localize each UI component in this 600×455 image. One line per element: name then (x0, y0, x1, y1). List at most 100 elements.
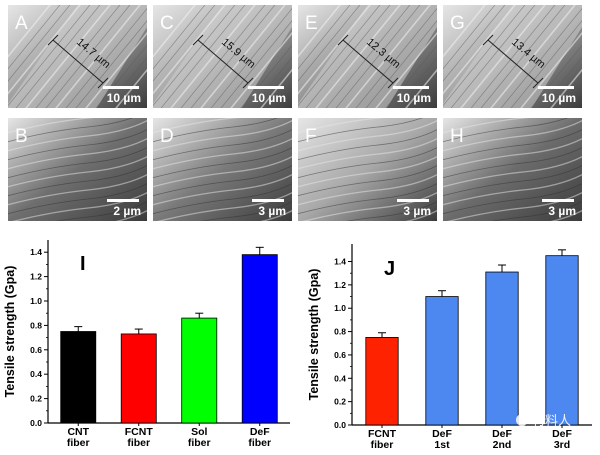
y-tick-label: 1.4 (30, 247, 42, 257)
sem-panel-b: B 2 µm (8, 118, 147, 221)
bar-2 (181, 317, 218, 424)
sem-panel-h: H 3 µm (443, 118, 582, 221)
bar-1 (120, 333, 157, 424)
y-tick-label: 0.6 (30, 345, 42, 355)
panel-letter: H (450, 126, 464, 147)
x-category-label: CNT (67, 426, 89, 438)
y-tick-label: 1.0 (30, 296, 42, 306)
sem-image-background (443, 118, 582, 221)
bar-1 (425, 296, 459, 426)
y-axis-title: Tensile strength (Gpa) (307, 269, 321, 401)
y-tick-label: 1.2 (334, 280, 346, 290)
x-category-label: fiber (188, 437, 211, 449)
scale-bar-label: 2 µm (113, 204, 141, 218)
sem-image-background (8, 118, 147, 221)
y-tick-label: 0.8 (30, 320, 42, 330)
scale-bar (538, 86, 574, 89)
x-category-label: Sol (191, 426, 207, 438)
sem-panel-d: D 3 µm (153, 118, 292, 221)
fiber-texture (298, 118, 437, 221)
scale-bar (397, 199, 429, 202)
x-category-label: fiber (127, 437, 150, 449)
x-category-label: DeF (432, 428, 452, 440)
panel-letter: B (15, 126, 28, 147)
y-tick-label: 0.0 (334, 420, 346, 430)
fiber-texture (443, 5, 582, 108)
y-tick-label: 1.0 (334, 303, 346, 313)
scale-bar-label: 3 µm (403, 204, 431, 218)
y-tick-label: 0.2 (334, 397, 346, 407)
fiber-texture (153, 5, 292, 108)
scale-bar-label: 3 µm (548, 204, 576, 218)
chart-panel-letter: J (384, 258, 395, 280)
bar-chart: Tensile strength (Gpa) 0.0 0.2 0.4 0.6 0.8 1.0… (307, 244, 592, 451)
diameter-line (197, 39, 249, 84)
sem-panel-f: F 3 µm (298, 118, 437, 221)
fiber-texture (443, 118, 582, 221)
diameter-line (342, 39, 394, 84)
x-category-label: fiber (248, 437, 271, 449)
diameter-line (487, 39, 539, 84)
scale-bar (107, 199, 139, 202)
y-tick-label: 0.0 (30, 418, 42, 428)
y-tick-label: 1.2 (30, 272, 42, 282)
x-category-label: 1st (434, 439, 450, 451)
panel-letter: F (305, 126, 317, 147)
x-category-label: DeF (552, 428, 572, 440)
bar-2 (485, 271, 519, 426)
scale-bar (248, 86, 284, 89)
y-tick-label: 0.8 (334, 327, 346, 337)
scale-bar-label: 10 µm (107, 91, 141, 105)
panel-letter: E (305, 13, 318, 34)
scale-bar-label: 10 µm (542, 91, 576, 105)
y-axis-title: Tensile strength (Gpa) (3, 266, 17, 398)
scale-bar (542, 199, 574, 202)
scale-bar-label: 10 µm (397, 91, 431, 105)
y-tick-label: 1.4 (334, 257, 346, 267)
scale-bar-label: 3 µm (258, 204, 286, 218)
y-tick-label: 0.4 (334, 373, 346, 383)
fiber-texture (298, 5, 437, 108)
sem-image-background (153, 118, 292, 221)
watermark-text: 材料人 (532, 414, 571, 429)
diameter-line (52, 39, 104, 84)
panel-letter: G (450, 13, 465, 34)
x-category-label: 3rd (554, 439, 570, 451)
x-category-label: fiber (371, 439, 394, 451)
x-category-label: fiber (67, 437, 90, 449)
bar-3 (241, 254, 278, 424)
y-tick-label: 0.6 (334, 350, 346, 360)
sem-image-background (298, 118, 437, 221)
x-category-label: FCNT (125, 426, 154, 438)
scale-bar (252, 199, 284, 202)
scale-bar-label: 10 µm (252, 91, 286, 105)
chart-panel-j: Tensile strength (Gpa) 0.0 0.2 0.4 0.6 0.8 1.0… (307, 244, 592, 451)
fiber-texture (153, 118, 292, 221)
fiber-texture (8, 118, 147, 221)
bar-3 (545, 255, 579, 426)
chart-panel-letter: I (80, 253, 86, 275)
fiber-texture (8, 5, 147, 108)
y-tick-label: 0.4 (30, 369, 42, 379)
bar-0 (60, 331, 97, 424)
x-category-label: 2nd (493, 439, 512, 451)
x-category-label: DeF (492, 428, 512, 440)
bar-chart: Tensile strength (Gpa) 0.0 0.2 0.4 0.6 0.8 1.0… (3, 240, 290, 449)
bar-0 (365, 337, 399, 426)
scale-bar (103, 86, 139, 89)
panel-letter: D (160, 126, 174, 147)
watermark: 材料人 (516, 414, 571, 429)
y-tick-label: 0.2 (30, 394, 42, 404)
x-category-label: DeF (250, 426, 270, 438)
chart-panel-i: Tensile strength (Gpa) 0.0 0.2 0.4 0.6 0.8 1.0… (3, 240, 290, 449)
x-category-label: FCNT (368, 428, 397, 440)
panel-letter: C (160, 13, 174, 34)
scale-bar (393, 86, 429, 89)
panel-letter: A (15, 13, 28, 34)
watermark-logo-icon (516, 414, 528, 426)
